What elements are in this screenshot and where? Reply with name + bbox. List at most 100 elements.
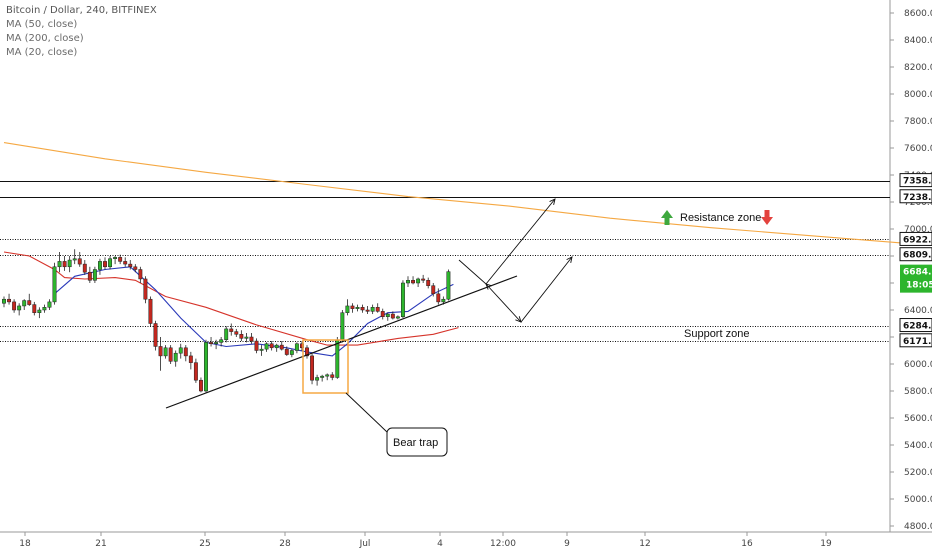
arrow-up-icon bbox=[661, 210, 673, 225]
x-tick-label: 19 bbox=[820, 539, 832, 549]
price-level-tag-text: 6171.9 bbox=[903, 337, 932, 347]
y-tick-label: 8600.0 bbox=[904, 9, 932, 19]
symbol-title[interactable]: Bitcoin / Dollar, 240, BITFINEX bbox=[6, 5, 157, 16]
candle-body bbox=[426, 280, 431, 286]
price-level-tag-text: 6284.9 bbox=[903, 322, 932, 332]
x-tick-label: 28 bbox=[279, 539, 291, 549]
candle-body bbox=[168, 347, 173, 362]
countdown-text: 18:05 bbox=[906, 281, 932, 291]
candle-body bbox=[380, 311, 385, 318]
candle-body bbox=[193, 362, 198, 381]
candle-body bbox=[254, 340, 259, 351]
candle-body bbox=[411, 280, 416, 284]
price-levels bbox=[0, 181, 890, 342]
candle-body bbox=[244, 336, 249, 339]
candle-body bbox=[67, 259, 72, 268]
candle-body bbox=[214, 342, 219, 344]
last-price-text: 6684.1 bbox=[903, 268, 932, 278]
y-tick-label: 6400.0 bbox=[904, 306, 932, 316]
price-level-tag bbox=[899, 189, 932, 204]
candle-body bbox=[305, 347, 309, 357]
candle-body bbox=[219, 339, 224, 343]
candle-body bbox=[315, 377, 320, 381]
y-tick-label: 8000.0 bbox=[904, 90, 932, 100]
candle-body bbox=[274, 344, 279, 349]
candle-body bbox=[2, 298, 6, 304]
candle-body bbox=[209, 342, 214, 344]
y-tick-label: 5200.0 bbox=[904, 468, 932, 478]
candle-body bbox=[52, 266, 57, 303]
candle-body bbox=[37, 309, 42, 313]
candle-body bbox=[47, 301, 52, 308]
price-level-tag bbox=[899, 333, 932, 348]
price-level-tag-text: 6809.6 bbox=[903, 251, 932, 261]
candle-body bbox=[118, 257, 123, 262]
candle-body bbox=[416, 278, 421, 284]
price-level-tag-text: 7358.4 bbox=[903, 177, 932, 187]
candle-body bbox=[108, 258, 112, 268]
candle-body bbox=[345, 305, 350, 313]
candle-body bbox=[284, 348, 289, 355]
candle-body bbox=[113, 257, 118, 259]
candle-body bbox=[360, 307, 365, 311]
price-level-tag bbox=[899, 173, 932, 188]
ma-line bbox=[3, 142, 932, 246]
candle-body bbox=[269, 343, 274, 349]
candle-body bbox=[143, 278, 148, 300]
candle-body bbox=[259, 348, 264, 351]
candle-body bbox=[229, 328, 234, 332]
x-tick-label: 9 bbox=[564, 539, 570, 549]
candle-body bbox=[153, 323, 158, 347]
candle-body bbox=[7, 298, 11, 303]
bear-trap-callout: Bear trap bbox=[302, 339, 448, 457]
candle-body bbox=[431, 285, 436, 295]
candle-body bbox=[224, 328, 229, 340]
y-tick-label: 4800.0 bbox=[904, 522, 932, 532]
candle-body bbox=[350, 305, 355, 309]
price-tags: 7358.4 7238.8 6922.7 6809.6 6284.9 6171.9 6684… bbox=[899, 173, 932, 348]
arrow-head bbox=[549, 198, 556, 205]
y-tick-label: 5600.0 bbox=[904, 414, 932, 424]
legend-ma-20[interactable]: MA (20, close) bbox=[6, 47, 78, 58]
candle-body bbox=[158, 346, 163, 357]
legend-ma-50[interactable]: MA (50, close) bbox=[6, 19, 78, 30]
y-tick-label: 7600.0 bbox=[904, 144, 932, 154]
ma-line bbox=[54, 266, 454, 357]
y-tick-label: 8400.0 bbox=[904, 36, 932, 46]
candle-body bbox=[421, 278, 426, 281]
candle-body bbox=[436, 293, 441, 303]
bear-trap-bubble bbox=[386, 427, 448, 457]
candle-body bbox=[385, 313, 390, 317]
candle-body bbox=[239, 334, 244, 339]
candle-body bbox=[103, 261, 107, 268]
legend-ma-200[interactable]: MA (200, close) bbox=[6, 33, 84, 44]
x-tick-label: 16 bbox=[741, 539, 753, 549]
candle-body bbox=[406, 280, 410, 284]
price-level-tag bbox=[899, 231, 932, 246]
y-tick-label: 7800.0 bbox=[904, 117, 932, 127]
candle-body bbox=[42, 307, 47, 311]
candle-body bbox=[12, 301, 17, 311]
annotations: Resistance zone Support zone Bear trap bbox=[302, 210, 773, 457]
candle-body bbox=[87, 271, 92, 281]
candle-body bbox=[128, 263, 133, 268]
y-tick-label: 5800.0 bbox=[904, 387, 932, 397]
candle-body bbox=[22, 300, 27, 307]
candle-body bbox=[395, 316, 400, 319]
price-level-tag-text: 6922.7 bbox=[903, 235, 932, 245]
candle-body bbox=[294, 343, 299, 351]
projection-path bbox=[485, 256, 573, 323]
candle-body bbox=[310, 355, 315, 381]
candle-body bbox=[72, 258, 77, 261]
candle-body bbox=[199, 379, 203, 392]
candle-body bbox=[335, 339, 340, 378]
candle-body bbox=[279, 344, 284, 350]
resistance-zone-label: Resistance zone bbox=[661, 210, 773, 225]
candle-body bbox=[320, 375, 325, 378]
x-tick-label: 12:00 bbox=[490, 539, 516, 549]
x-axis-ticks: 18 21 25 28 Jul 4 12:00 9 12 16 19 bbox=[19, 532, 832, 549]
drawings bbox=[165, 198, 573, 409]
candle-body bbox=[441, 298, 446, 303]
candle-body bbox=[330, 374, 335, 378]
